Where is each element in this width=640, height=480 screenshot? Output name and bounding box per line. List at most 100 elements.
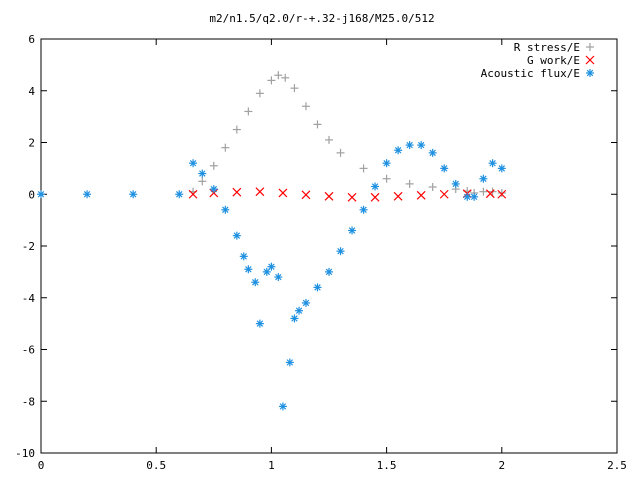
data-point (497, 164, 506, 173)
x-tick-label: 2.5 (607, 459, 627, 472)
data-point (189, 159, 198, 168)
data-point (463, 192, 472, 201)
data-point (278, 402, 287, 411)
y-tick-label: 4 (28, 85, 35, 98)
data-point (313, 120, 322, 129)
data-point (175, 190, 184, 199)
data-point (232, 125, 241, 134)
data-point (371, 182, 380, 191)
data-point (255, 319, 264, 328)
data-point (198, 169, 207, 178)
y-tick-label: -2 (22, 240, 35, 253)
data-point (336, 247, 345, 256)
data-point (336, 148, 345, 157)
x-tick-label: 0 (38, 459, 45, 472)
data-point (347, 192, 357, 202)
data-point (497, 189, 507, 199)
data-point (232, 187, 242, 197)
y-tick-label: 6 (28, 33, 35, 46)
data-point (325, 135, 333, 144)
data-point (278, 188, 288, 198)
data-point (488, 159, 497, 168)
y-tick-label: 0 (28, 188, 35, 201)
data-point (290, 84, 299, 93)
data-point (274, 273, 283, 282)
data-point (274, 71, 283, 80)
legend-label: Acoustic flux/E (481, 67, 580, 80)
data-point (251, 278, 260, 287)
data-point (479, 174, 488, 183)
legend-marker (585, 55, 595, 65)
data-point (290, 314, 299, 323)
series-2 (37, 141, 506, 411)
data-point (83, 190, 92, 199)
data-point (405, 141, 414, 150)
data-point (394, 146, 403, 155)
data-point (359, 164, 368, 173)
data-point (497, 188, 506, 197)
chart-title: m2/n1.5/q2.0/r-+.32-j168/M25.0/512 (209, 12, 434, 25)
data-point (451, 179, 460, 188)
y-tick-label: -10 (15, 447, 35, 460)
legend-label: G work/E (527, 54, 580, 67)
legend-marker (586, 43, 594, 51)
data-point (232, 231, 241, 240)
y-tick-label: -6 (22, 344, 35, 357)
data-point (239, 252, 248, 261)
y-tick-label: -8 (22, 395, 35, 408)
data-point (325, 267, 333, 276)
data-point (324, 191, 334, 201)
data-point (295, 306, 304, 315)
data-point (262, 267, 271, 276)
data-point (37, 190, 45, 199)
data-point (440, 164, 449, 173)
data-point (417, 141, 426, 150)
data-point (348, 226, 357, 235)
data-point (267, 76, 276, 85)
data-point (485, 189, 495, 199)
data-point (221, 143, 230, 152)
data-point (428, 148, 437, 157)
y-tick-label: 2 (28, 137, 35, 150)
data-point (416, 190, 426, 200)
data-point (285, 358, 294, 367)
legend-label: R stress/E (514, 41, 580, 54)
x-tick-label: 1 (268, 459, 275, 472)
data-point (221, 205, 230, 214)
data-point (393, 191, 403, 201)
series-0 (189, 71, 506, 197)
legend-marker (586, 69, 594, 77)
data-point (470, 192, 479, 201)
data-point (255, 187, 265, 197)
data-point (188, 189, 198, 199)
data-point (244, 265, 253, 274)
x-axis: 0 0.5 1 1.5 2 2.5 (38, 39, 627, 472)
data-point (209, 185, 218, 194)
data-point (439, 189, 449, 199)
series-1 (188, 187, 507, 202)
data-point (382, 159, 391, 168)
data-point (359, 205, 368, 214)
data-point (313, 283, 322, 292)
x-tick-label: 2 (498, 459, 505, 472)
data-point (209, 161, 218, 170)
x-tick-label: 0.5 (146, 459, 166, 472)
data-point (370, 192, 380, 202)
data-point (301, 298, 310, 307)
data-point (255, 89, 264, 98)
data-point (198, 177, 207, 186)
data-point (129, 190, 138, 199)
data-point (244, 107, 253, 116)
y-tick-label: -4 (22, 292, 36, 305)
data-point (428, 183, 437, 192)
data-point (479, 187, 488, 196)
y-axis: 6 4 2 0 -2 -4 -6 -8 -10 (15, 33, 617, 460)
data-point (301, 102, 310, 111)
series-layer (37, 71, 507, 411)
x-tick-label: 1.5 (377, 459, 397, 472)
data-point (301, 190, 311, 200)
data-point (382, 174, 391, 183)
